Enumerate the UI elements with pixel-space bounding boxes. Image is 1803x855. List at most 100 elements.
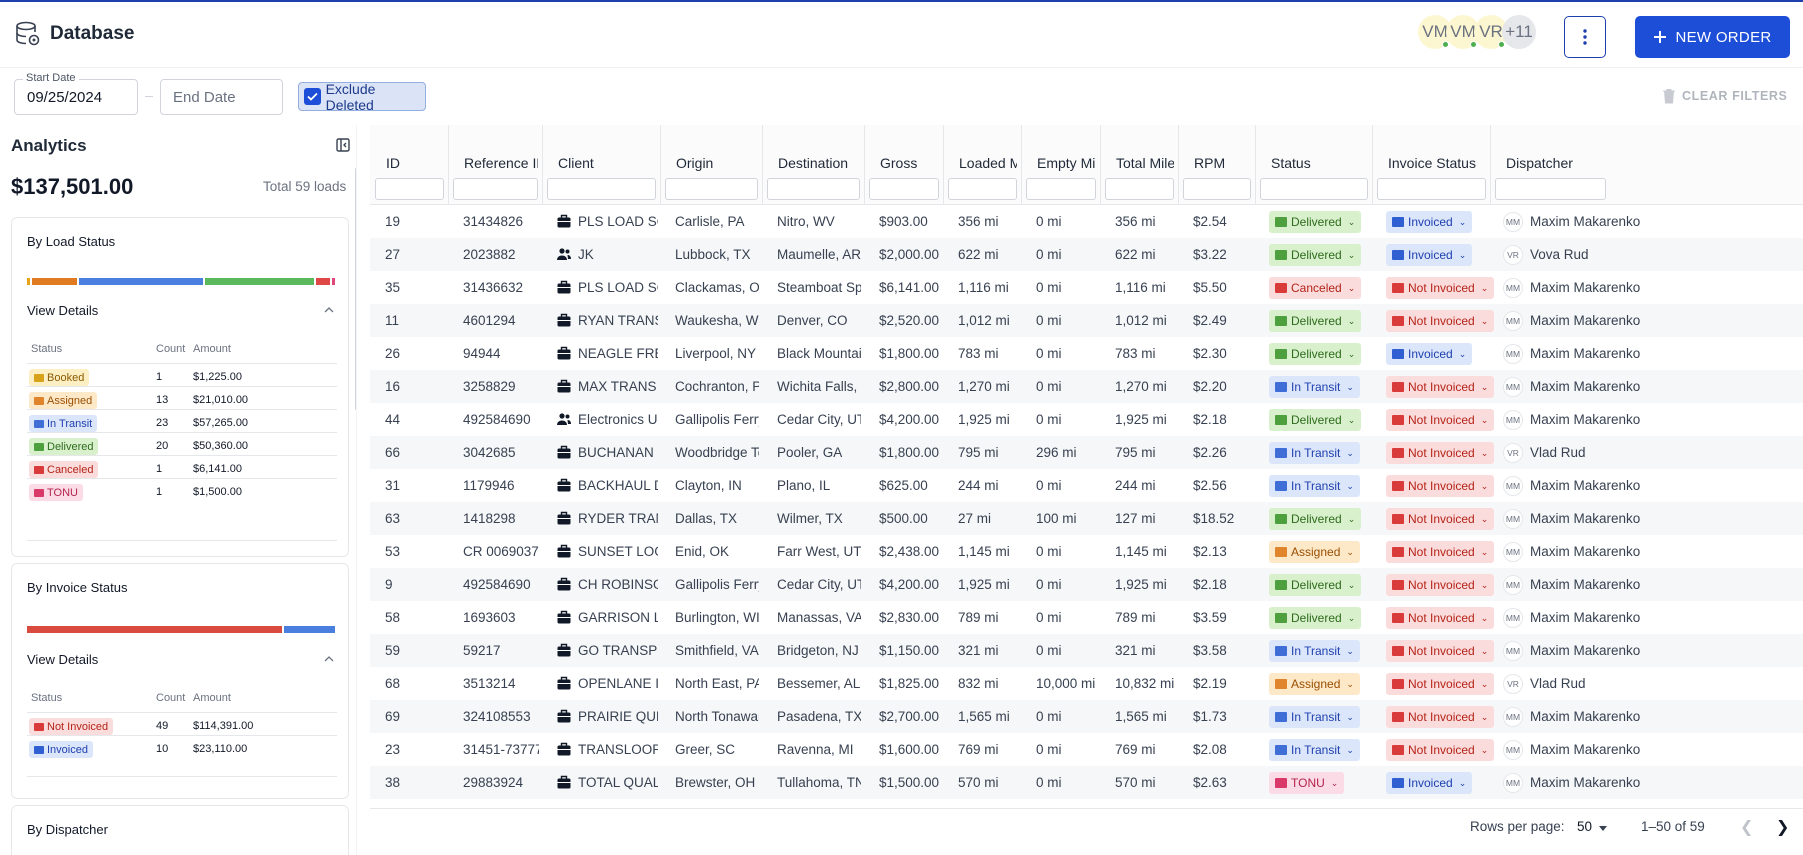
column-filter-input[interactable] [1377, 178, 1486, 200]
new-order-button[interactable]: NEW ORDER [1635, 16, 1790, 58]
invoice-status-select-not-invoiced[interactable]: Not Invoiced ⌄ [1386, 673, 1495, 695]
load-status-select-in-transit[interactable]: In Transit ⌄ [1269, 442, 1360, 464]
exclude-deleted-toggle[interactable]: Exclude Deleted [298, 81, 426, 113]
table-row[interactable]: 27 2023882 JK Lubbock, TX Maumelle, AR $2,000… [370, 238, 1803, 271]
caret-down-icon[interactable] [1599, 826, 1607, 831]
table-row[interactable]: 68 3513214 OPENLANE INC North East, PA Besse… [370, 667, 1803, 700]
chevron-up-icon[interactable] [324, 306, 334, 313]
invoice-status-select-invoiced[interactable]: Invoiced ⌄ [1386, 211, 1473, 233]
view-details-toggle[interactable]: View Details [27, 652, 99, 667]
column-header-gross[interactable]: Gross [880, 155, 918, 171]
table-row[interactable]: 44 492584690 Electronics Unlimited Gallipol… [370, 403, 1803, 436]
start-date-field[interactable]: Start Date 09/25/2024 [14, 72, 138, 115]
column-separator[interactable] [943, 125, 944, 205]
column-separator[interactable] [762, 125, 763, 205]
invoice-status-select-not-invoiced[interactable]: Not Invoiced ⌄ [1386, 475, 1495, 497]
more-options-button[interactable] [1564, 16, 1606, 58]
column-header-destination[interactable]: Destination [778, 155, 849, 171]
load-status-select-in-transit[interactable]: In Transit ⌄ [1269, 640, 1360, 662]
column-filter-input[interactable] [375, 178, 444, 200]
clear-filters-button[interactable]: CLEAR FILTERS [1662, 88, 1787, 104]
column-header-total-mile[interactable]: Total Mile [1116, 155, 1174, 171]
column-filter-input[interactable] [547, 178, 656, 200]
column-separator[interactable] [542, 125, 543, 205]
load-status-select-in-transit[interactable]: In Transit ⌄ [1269, 475, 1360, 497]
table-row[interactable]: 63 1418298 RYDER TRANSPORTATION Dallas, TX W… [370, 502, 1803, 535]
load-status-select-assigned[interactable]: Assigned ⌄ [1269, 673, 1360, 695]
invoice-status-select-invoiced[interactable]: Invoiced ⌄ [1386, 772, 1473, 794]
load-status-select-canceled[interactable]: Canceled ⌄ [1269, 277, 1362, 299]
table-row[interactable]: 59 59217 GO TRANSPORT INC Smithfield, VA Bri… [370, 634, 1803, 667]
column-header-empty-mil[interactable]: Empty Mil [1037, 155, 1096, 171]
end-date-field[interactable]: End Date [160, 79, 283, 115]
column-header-rpm[interactable]: RPM [1194, 155, 1226, 171]
invoice-status-select-not-invoiced[interactable]: Not Invoiced ⌄ [1386, 739, 1495, 761]
column-header-origin[interactable]: Origin [676, 155, 714, 171]
chevron-up-icon[interactable] [324, 655, 334, 662]
view-details-toggle[interactable]: View Details [27, 303, 99, 318]
column-separator[interactable] [1372, 125, 1373, 205]
rows-per-page-select[interactable]: 50 [1577, 819, 1593, 834]
column-separator[interactable] [660, 125, 661, 205]
table-row[interactable]: 66 3042685 BUCHANAN LOGISTICS Woodbridge To… [370, 436, 1803, 469]
load-status-select-delivered[interactable]: Delivered ⌄ [1269, 508, 1362, 530]
load-status-select-tonu[interactable]: TONU ⌄ [1269, 772, 1345, 794]
column-filter-input[interactable] [1026, 178, 1096, 200]
sidebar-scrollbar[interactable] [355, 167, 356, 411]
column-separator[interactable] [864, 125, 865, 205]
invoice-status-select-not-invoiced[interactable]: Not Invoiced ⌄ [1386, 541, 1495, 563]
invoice-status-select-not-invoiced[interactable]: Not Invoiced ⌄ [1386, 640, 1495, 662]
table-row[interactable]: 58 1693603 GARRISON LOGISTICS Burlington, W… [370, 601, 1803, 634]
table-row[interactable]: 16 3258829 MAX TRANS LOGISTICS Cochranton, … [370, 370, 1803, 403]
table-row[interactable]: 9 492584690 CH ROBINSON COMPANY Gallipolis … [370, 568, 1803, 601]
collapse-panel-icon[interactable] [336, 138, 350, 152]
load-status-select-delivered[interactable]: Delivered ⌄ [1269, 343, 1362, 365]
table-row[interactable]: 11 4601294 RYAN TRANSPORTATION Waukesha, WI… [370, 304, 1803, 337]
column-header-dispatcher[interactable]: Dispatcher [1506, 155, 1573, 171]
column-filter-input[interactable] [665, 178, 758, 200]
column-filter-input[interactable] [1105, 178, 1174, 200]
column-separator[interactable] [448, 125, 449, 205]
load-status-select-in-transit[interactable]: In Transit ⌄ [1269, 739, 1360, 761]
invoice-status-select-not-invoiced[interactable]: Not Invoiced ⌄ [1386, 277, 1495, 299]
more-avatars-count[interactable]: +11 [1502, 15, 1536, 49]
load-status-select-in-transit[interactable]: In Transit ⌄ [1269, 376, 1360, 398]
table-row[interactable]: 38 29883924 TOTAL QUALITY LOGISTICS Brewste… [370, 766, 1803, 799]
invoice-status-select-invoiced[interactable]: Invoiced ⌄ [1386, 343, 1473, 365]
invoice-status-select-not-invoiced[interactable]: Not Invoiced ⌄ [1386, 706, 1495, 728]
column-header-loaded-m[interactable]: Loaded M [959, 155, 1017, 171]
table-row[interactable]: 23 31451-73777 TRANSLOOP LOGISTICS Greer, S… [370, 733, 1803, 766]
invoice-status-select-not-invoiced[interactable]: Not Invoiced ⌄ [1386, 409, 1495, 431]
column-header-status[interactable]: Status [1271, 155, 1311, 171]
table-row[interactable]: 31 1179946 BACKHAUL DIRECT Clayton, IN Plano… [370, 469, 1803, 502]
column-separator[interactable] [1178, 125, 1179, 205]
invoice-status-select-not-invoiced[interactable]: Not Invoiced ⌄ [1386, 607, 1495, 629]
avatar-group[interactable]: VM VM VR +11 [1418, 15, 1536, 49]
column-separator[interactable] [1255, 125, 1256, 205]
column-header-invoice-status[interactable]: Invoice Status [1388, 155, 1476, 171]
column-separator[interactable] [1100, 125, 1101, 205]
invoice-status-select-invoiced[interactable]: Invoiced ⌄ [1386, 244, 1473, 266]
load-status-select-delivered[interactable]: Delivered ⌄ [1269, 244, 1362, 266]
column-filter-input[interactable] [767, 178, 860, 200]
invoice-status-select-not-invoiced[interactable]: Not Invoiced ⌄ [1386, 508, 1495, 530]
column-filter-input[interactable] [869, 178, 939, 200]
load-status-select-delivered[interactable]: Delivered ⌄ [1269, 310, 1362, 332]
table-row[interactable]: 35 31436632 PLS LOAD SOLUTIONS Clackamas, O… [370, 271, 1803, 304]
table-row[interactable]: 26 94944 NEAGLE FREIGHT Liverpool, NY Black … [370, 337, 1803, 370]
load-status-select-assigned[interactable]: Assigned ⌄ [1269, 541, 1360, 563]
next-page-icon[interactable]: ❯ [1776, 819, 1790, 836]
column-separator[interactable] [1021, 125, 1022, 205]
load-status-select-delivered[interactable]: Delivered ⌄ [1269, 211, 1362, 233]
column-filter-input[interactable] [1183, 178, 1251, 200]
load-status-select-delivered[interactable]: Delivered ⌄ [1269, 409, 1362, 431]
column-header-reference-id[interactable]: Reference ID [464, 155, 538, 171]
invoice-status-select-not-invoiced[interactable]: Not Invoiced ⌄ [1386, 310, 1495, 332]
table-row[interactable]: 19 31434826 PLS LOAD SOLUTIONS Carlisle, PA… [370, 205, 1803, 238]
checkbox-checked-icon[interactable] [304, 88, 321, 105]
table-row[interactable]: 69 324108553 PRAIRIE QUEEN North Tonawanda,… [370, 700, 1803, 733]
column-filter-input[interactable] [453, 178, 538, 200]
previous-page-icon[interactable]: ❮ [1740, 819, 1754, 836]
load-status-select-delivered[interactable]: Delivered ⌄ [1269, 574, 1362, 596]
column-separator[interactable] [1490, 125, 1491, 205]
